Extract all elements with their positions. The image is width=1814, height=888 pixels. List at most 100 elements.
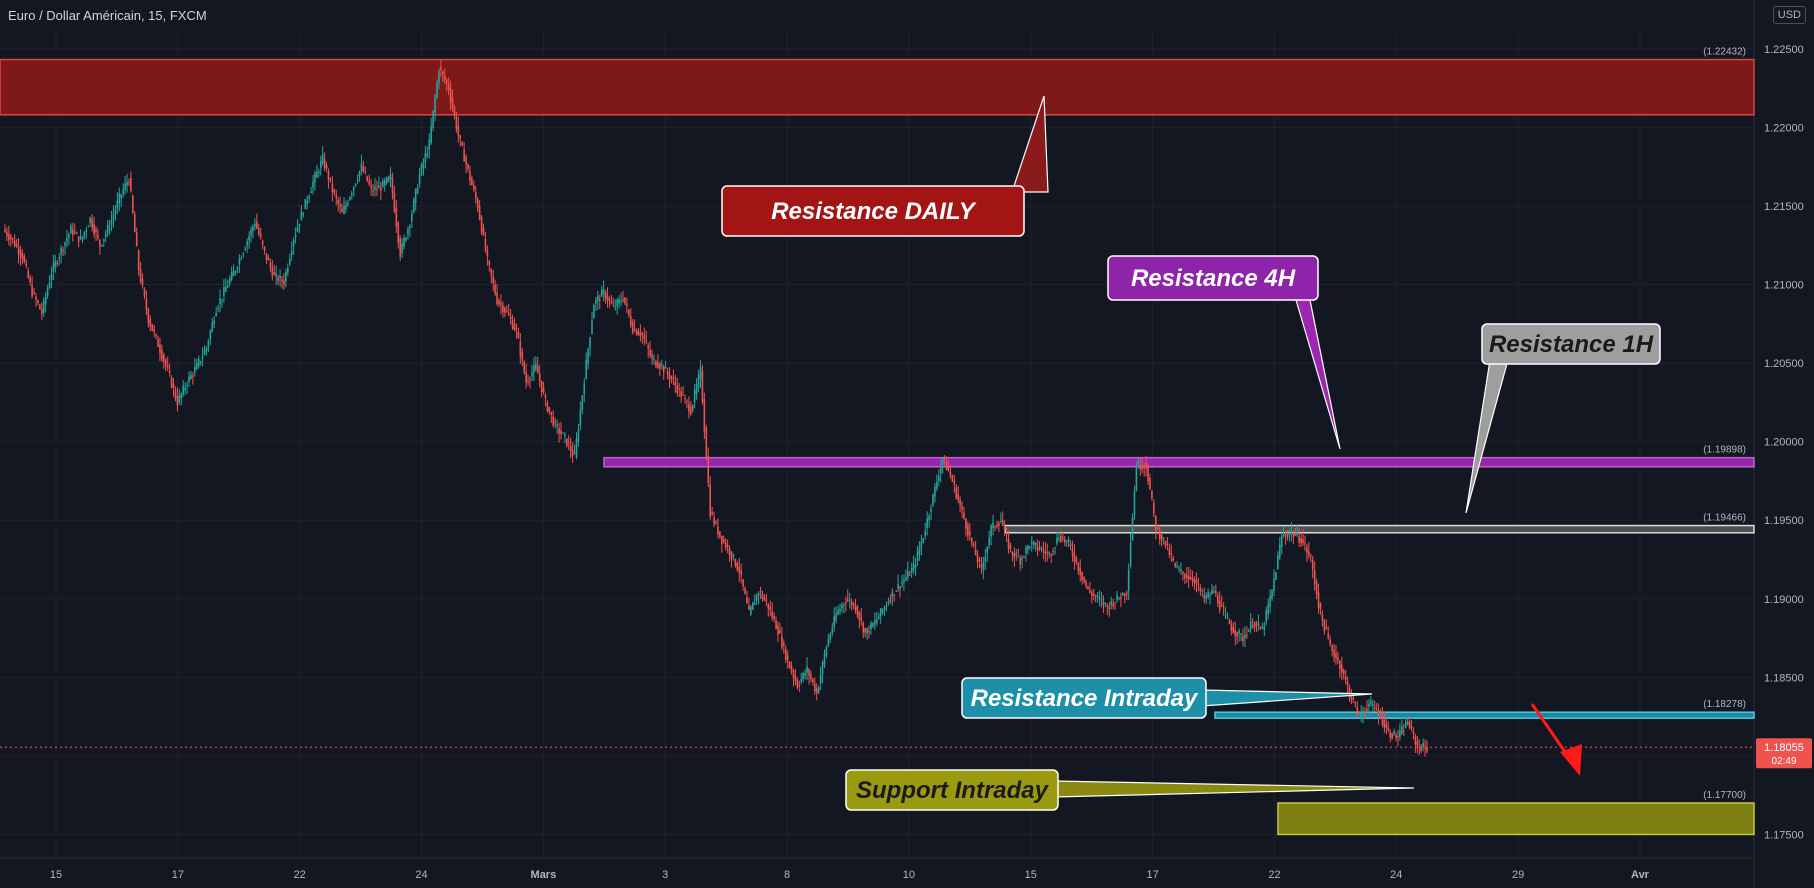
candle-body bbox=[1085, 581, 1087, 587]
candle-body bbox=[403, 238, 405, 247]
candle-body bbox=[1007, 539, 1010, 549]
candle-body bbox=[544, 395, 547, 398]
candle-body bbox=[505, 310, 508, 312]
candle-body bbox=[75, 233, 78, 235]
candle-body bbox=[145, 298, 148, 310]
candle-body bbox=[389, 174, 392, 180]
x-tick-label: 8 bbox=[784, 869, 790, 881]
candle-body bbox=[164, 360, 167, 366]
candle-body bbox=[122, 189, 124, 195]
candle-body bbox=[412, 199, 415, 213]
candle-body bbox=[1151, 490, 1153, 499]
candle-body bbox=[1373, 707, 1376, 709]
candle-body bbox=[567, 442, 570, 444]
candle-body bbox=[383, 180, 386, 186]
candle-body bbox=[511, 320, 514, 329]
candle-body bbox=[1205, 595, 1207, 599]
candle-body bbox=[1127, 570, 1130, 591]
candle-body bbox=[986, 547, 989, 554]
candle-body bbox=[881, 609, 884, 613]
candle-body bbox=[130, 177, 132, 192]
candle-body bbox=[934, 486, 936, 497]
y-tick-label: 1.20500 bbox=[1764, 358, 1804, 370]
candle-body bbox=[1333, 649, 1335, 657]
candle-body bbox=[161, 349, 163, 360]
candle-body bbox=[1265, 610, 1268, 623]
candle-body bbox=[101, 245, 103, 247]
candle-body bbox=[600, 290, 603, 297]
currency-badge[interactable]: USD bbox=[1772, 6, 1806, 24]
candle-body bbox=[1174, 562, 1176, 567]
candle-body bbox=[174, 389, 177, 399]
candle-body bbox=[33, 292, 35, 294]
candle-body bbox=[126, 182, 128, 186]
candle-body bbox=[1050, 554, 1052, 556]
candle-body bbox=[936, 481, 938, 489]
candle-body bbox=[368, 180, 371, 185]
candle-body bbox=[409, 226, 411, 228]
candle-body bbox=[920, 541, 923, 549]
candle-body bbox=[192, 375, 194, 377]
candle-body bbox=[564, 434, 566, 436]
candle-body bbox=[345, 204, 347, 210]
candle-body bbox=[726, 545, 729, 548]
candle-body bbox=[693, 389, 696, 403]
candle-body bbox=[659, 363, 661, 369]
candle-body bbox=[575, 439, 578, 458]
candle-body bbox=[1100, 599, 1103, 601]
candle-body bbox=[1335, 653, 1337, 659]
x-tick-label: 15 bbox=[50, 869, 62, 881]
candle-body bbox=[1362, 711, 1364, 715]
candle-body bbox=[540, 380, 543, 392]
candle-body bbox=[445, 79, 448, 84]
candle-body bbox=[978, 559, 981, 561]
candle-body bbox=[250, 229, 252, 236]
candle-body bbox=[50, 274, 53, 281]
candle-body bbox=[225, 287, 227, 292]
candle-body bbox=[236, 268, 239, 270]
candle-body bbox=[903, 579, 905, 583]
candle-body bbox=[17, 246, 20, 255]
candle-body bbox=[77, 236, 80, 243]
candle-body bbox=[753, 602, 756, 606]
candle-body bbox=[996, 524, 998, 527]
candle-body bbox=[376, 189, 378, 191]
candle-body bbox=[755, 594, 758, 601]
candle-body bbox=[1178, 568, 1180, 570]
candle-body bbox=[11, 238, 14, 240]
candle-body bbox=[748, 605, 750, 611]
candle-body bbox=[790, 666, 793, 673]
candle-body bbox=[984, 557, 987, 562]
candle-body bbox=[976, 554, 979, 562]
candle-body bbox=[624, 297, 626, 304]
candle-body bbox=[492, 276, 494, 283]
candle-body bbox=[120, 194, 123, 199]
candle-body bbox=[195, 362, 198, 370]
candle-body bbox=[1257, 622, 1260, 626]
candle-body bbox=[759, 590, 762, 593]
candle-body bbox=[781, 636, 783, 648]
candle-body bbox=[736, 562, 739, 571]
candle-body bbox=[1139, 465, 1142, 470]
candle-body bbox=[424, 153, 427, 162]
candle-body bbox=[399, 238, 402, 257]
candle-body bbox=[1137, 461, 1140, 466]
candle-body bbox=[279, 275, 281, 279]
candle-body bbox=[924, 531, 927, 536]
candle-body bbox=[765, 600, 768, 602]
candle-body bbox=[106, 225, 109, 233]
candle-body bbox=[438, 71, 440, 83]
candle-body bbox=[1185, 575, 1188, 579]
candle-body bbox=[215, 312, 217, 316]
candle-body bbox=[21, 253, 24, 260]
candle-body bbox=[1098, 597, 1101, 599]
candle-body bbox=[1184, 573, 1186, 579]
candle-body bbox=[1106, 605, 1109, 607]
candle-body bbox=[393, 192, 396, 212]
candle-body bbox=[587, 348, 589, 364]
candle-body bbox=[1158, 531, 1161, 539]
candle-body bbox=[750, 606, 752, 615]
candle-body bbox=[1234, 630, 1237, 637]
candle-body bbox=[684, 397, 686, 399]
